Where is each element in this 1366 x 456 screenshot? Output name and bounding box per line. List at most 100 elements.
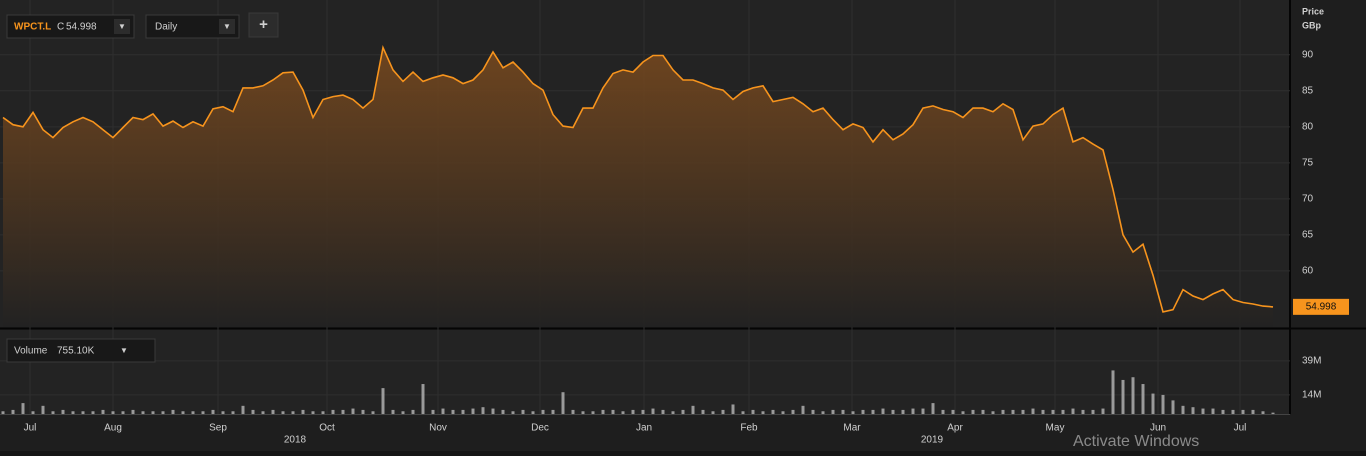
volume-bar bbox=[601, 409, 605, 414]
volume-bar bbox=[831, 409, 835, 414]
volume-bar bbox=[1261, 411, 1265, 414]
volume-bar bbox=[341, 409, 345, 414]
dropdown-arrow: ▼ bbox=[118, 22, 126, 31]
volume-bar bbox=[561, 392, 565, 414]
volume-bar bbox=[1231, 409, 1235, 414]
volume-bar bbox=[691, 405, 695, 414]
volume-bar bbox=[1041, 409, 1045, 414]
volume-bar bbox=[481, 407, 485, 414]
volume-bar bbox=[1081, 409, 1085, 414]
volume-bar bbox=[351, 408, 355, 414]
x-tick-label: Mar bbox=[843, 423, 861, 434]
volume-bar bbox=[1171, 400, 1175, 414]
volume-bar bbox=[441, 408, 445, 414]
volume-bar bbox=[1071, 408, 1075, 414]
volume-bar bbox=[431, 409, 435, 414]
volume-value: 755.10K bbox=[57, 346, 95, 357]
volume-bar bbox=[981, 409, 985, 414]
volume-bar bbox=[761, 411, 765, 414]
volume-bar bbox=[841, 409, 845, 414]
volume-bar bbox=[31, 411, 35, 414]
volume-box[interactable] bbox=[6, 338, 156, 363]
volume-bar bbox=[1021, 409, 1025, 414]
add-button[interactable] bbox=[248, 12, 279, 38]
volume-bar bbox=[51, 411, 55, 414]
volume-panel bbox=[0, 330, 1290, 414]
volume-bar bbox=[1031, 408, 1035, 414]
volume-bar bbox=[321, 411, 325, 414]
volume-bar bbox=[671, 411, 675, 414]
volume-bar bbox=[61, 409, 65, 414]
volume-bar bbox=[1101, 408, 1105, 414]
interval-box[interactable] bbox=[145, 14, 240, 39]
volume-bar bbox=[491, 408, 495, 414]
volume-bar bbox=[451, 409, 455, 414]
volume-bar bbox=[271, 409, 275, 414]
volume-bar bbox=[401, 411, 405, 414]
volume-bar bbox=[581, 411, 585, 414]
x-tick-label: Jul bbox=[1234, 423, 1247, 434]
volume-bar bbox=[791, 409, 795, 414]
volume-bar bbox=[371, 411, 375, 414]
volume-bar bbox=[81, 411, 85, 414]
x-tick-label: Jun bbox=[1150, 423, 1166, 434]
volume-bar bbox=[111, 411, 115, 414]
volume-bar bbox=[571, 409, 575, 414]
volume-bar bbox=[931, 403, 935, 414]
x-tick-label: Jan bbox=[636, 423, 652, 434]
volume-bar bbox=[461, 409, 465, 414]
volume-bar bbox=[211, 409, 215, 414]
volume-bar bbox=[1, 411, 5, 414]
volume-bar bbox=[621, 411, 625, 414]
volume-bar bbox=[921, 408, 925, 414]
volume-bar bbox=[1191, 407, 1195, 414]
x-tick-label: Nov bbox=[429, 423, 447, 434]
volume-bar bbox=[171, 409, 175, 414]
volume-bar bbox=[91, 411, 95, 414]
volume-bar bbox=[751, 409, 755, 414]
volume-bar bbox=[1201, 408, 1205, 414]
volume-bar bbox=[611, 409, 615, 414]
volume-bar bbox=[201, 411, 205, 414]
last-price-box bbox=[1293, 298, 1349, 315]
symbol-box[interactable] bbox=[6, 14, 135, 39]
volume-bar bbox=[631, 409, 635, 414]
dropdown[interactable] bbox=[219, 19, 235, 34]
volume-bar bbox=[641, 409, 645, 414]
volume-bar bbox=[511, 411, 515, 414]
volume-bar bbox=[701, 409, 705, 414]
volume-bar bbox=[261, 411, 265, 414]
volume-bar bbox=[11, 409, 15, 414]
volume-bar bbox=[181, 411, 185, 414]
volume-bar bbox=[101, 409, 105, 414]
volume-bar bbox=[231, 411, 235, 414]
year-label: 2019 bbox=[921, 435, 944, 446]
volume-bar bbox=[1251, 409, 1255, 414]
dropdown-arrow: ▼ bbox=[120, 346, 128, 355]
y-tick-label: 39M bbox=[1302, 356, 1321, 367]
volume-bar bbox=[161, 411, 165, 414]
volume-bar bbox=[711, 411, 715, 414]
y-tick-label: 65 bbox=[1302, 229, 1314, 240]
volume-bar bbox=[971, 409, 975, 414]
volume-bar bbox=[821, 411, 825, 414]
close-value: 54.998 bbox=[66, 22, 97, 33]
volume-label: Volume bbox=[14, 346, 48, 357]
volume-bar bbox=[531, 411, 535, 414]
volume-bar bbox=[1211, 408, 1215, 414]
volume-bar bbox=[521, 409, 525, 414]
volume-bar bbox=[1161, 394, 1165, 414]
volume-bar bbox=[221, 411, 225, 414]
volume-bar bbox=[541, 409, 545, 414]
volume-bar bbox=[1051, 409, 1055, 414]
y-tick-label: 14M bbox=[1302, 390, 1321, 401]
x-tick-label: May bbox=[1046, 423, 1065, 434]
x-tick-label: Sep bbox=[209, 423, 227, 434]
volume-bar bbox=[681, 409, 685, 414]
dropdown[interactable] bbox=[114, 19, 130, 34]
volume-bar bbox=[1091, 409, 1095, 414]
volume-bar bbox=[1221, 409, 1225, 414]
price-line bbox=[2, 44, 1274, 313]
volume-bar bbox=[1181, 405, 1185, 414]
